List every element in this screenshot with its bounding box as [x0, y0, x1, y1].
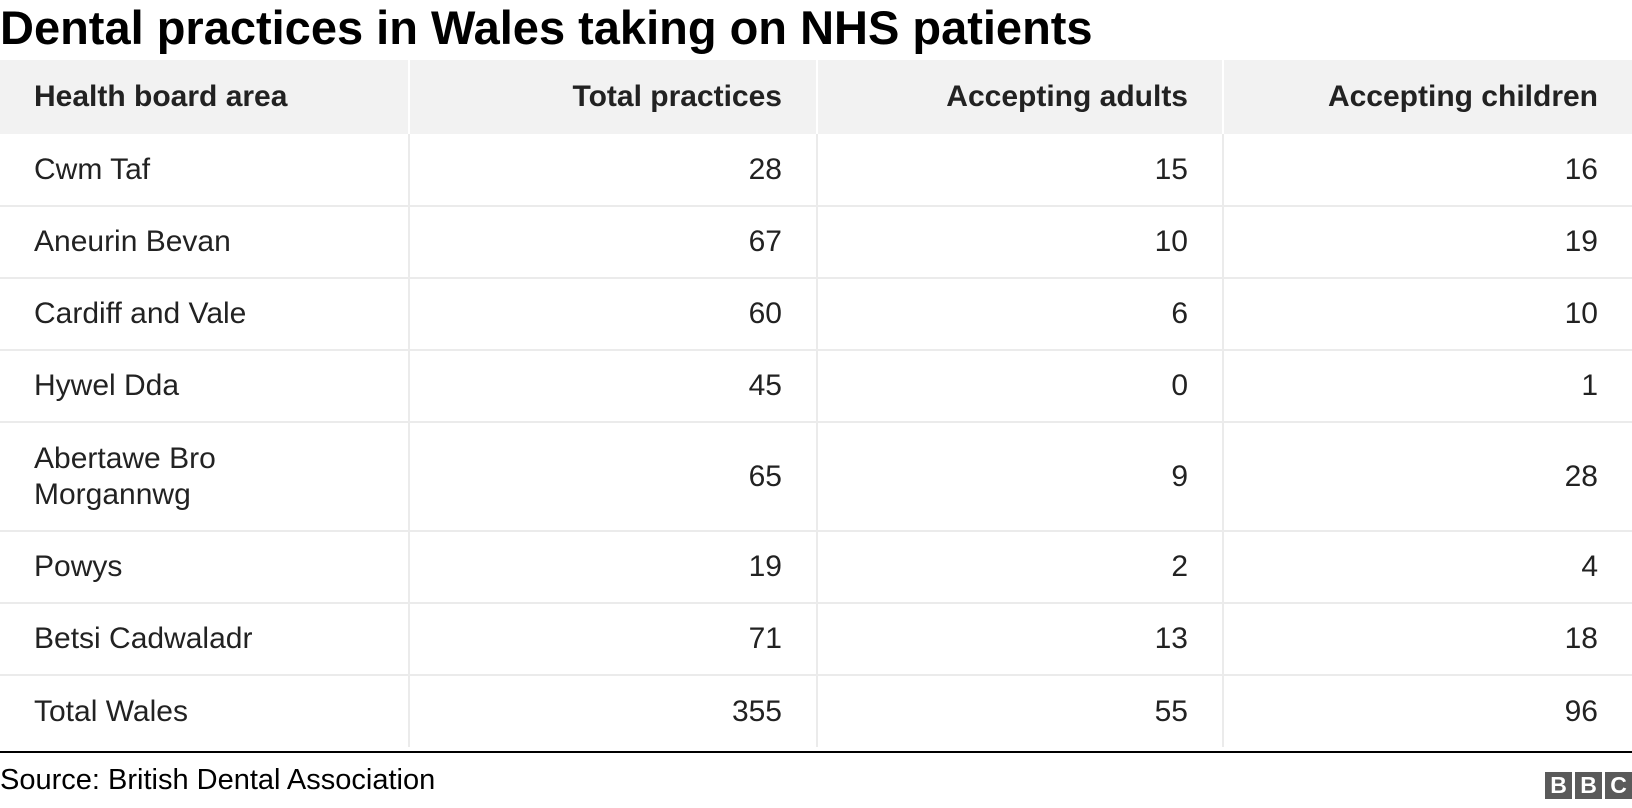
chart-title: Dental practices in Wales taking on NHS …	[0, 1, 1093, 54]
cell-total-practices: 19	[409, 531, 818, 604]
cell-health-board-area: Powys	[0, 531, 410, 604]
cell-accepting-children: 96	[1564, 694, 1598, 728]
column-header-total-practices: Total practices	[409, 60, 818, 134]
cell-total-practices: 355	[409, 675, 818, 747]
column-header-health-board-area: Health board area	[0, 60, 410, 134]
cell-health-board-area: Aneurin Bevan	[0, 206, 410, 279]
footer-divider	[0, 751, 1632, 753]
source-note: Source: British Dental Association	[0, 764, 436, 796]
cell-total-practices: 65	[409, 422, 818, 532]
table-row: Aneurin Bevan 67 10 19	[0, 206, 1632, 279]
cell-accepting-adults: 15	[817, 134, 1224, 207]
cell-accepting-adults: 2	[817, 531, 1224, 604]
cell-health-board-area: Betsi Cadwaladr	[0, 603, 410, 676]
bbc-logo: B B C	[1545, 772, 1632, 799]
cell-accepting-adults: 13	[817, 603, 1224, 676]
cell-accepting-adults: 55	[817, 675, 1224, 747]
cell-accepting-children: 4	[1223, 531, 1632, 604]
table-body: Cwm Taf 28 15 16 Aneurin Bevan 67 10 19 …	[0, 134, 1632, 747]
cell-accepting-children: 10	[1223, 278, 1632, 351]
data-table: Health board area Total practices Accept…	[0, 60, 1632, 747]
cell-accepting-adults: 10	[817, 206, 1224, 279]
column-header-accepting-adults: Accepting adults	[817, 60, 1224, 134]
cell-health-board-area: Abertawe Bro Morgannwg	[0, 422, 410, 532]
table-row: Hywel Dda 45 0 1	[0, 350, 1632, 423]
table-row: Cwm Taf 28 15 16	[0, 134, 1632, 207]
cell-accepting-children: 16	[1223, 134, 1632, 207]
header-row: Health board area Total practices Accept…	[0, 60, 1632, 134]
cell-accepting-adults: 6	[817, 278, 1224, 351]
cell-accepting-adults: 9	[817, 422, 1224, 532]
logo-letter: B	[1545, 772, 1572, 799]
table-header: Health board area Total practices Accept…	[0, 60, 1632, 134]
cell-health-board-area: Cwm Taf	[0, 134, 410, 207]
cell-accepting-children: 28	[1223, 422, 1632, 532]
table-row: Betsi Cadwaladr 71 13 18	[0, 603, 1632, 676]
table-row-total: Total Wales 355 55 96	[0, 675, 1632, 747]
logo-letter: C	[1605, 772, 1632, 799]
cell-health-board-area: Total Wales	[0, 675, 410, 747]
cell-total-practices: 67	[409, 206, 818, 279]
table-row: Abertawe Bro Morgannwg 65 9 28	[0, 422, 1632, 532]
cell-health-board-area: Hywel Dda	[0, 350, 410, 423]
cell-total-practices: 45	[409, 350, 818, 423]
cell-accepting-children: 1	[1223, 350, 1632, 423]
cell-total-practices: 71	[409, 603, 818, 676]
cell-accepting-adults: 0	[817, 350, 1224, 423]
cell-accepting-children: 18	[1223, 603, 1632, 676]
table-row: Powys 19 2 4	[0, 531, 1632, 604]
logo-letter: B	[1575, 772, 1602, 799]
cell-health-board-area: Cardiff and Vale	[0, 278, 410, 351]
cell-total-practices: 28	[409, 134, 818, 207]
cell-accepting-children: 19	[1223, 206, 1632, 279]
cell-total-practices: 60	[409, 278, 818, 351]
column-header-accepting-children: Accepting children	[1223, 60, 1632, 134]
table-row: Cardiff and Vale 60 6 10	[0, 278, 1632, 351]
